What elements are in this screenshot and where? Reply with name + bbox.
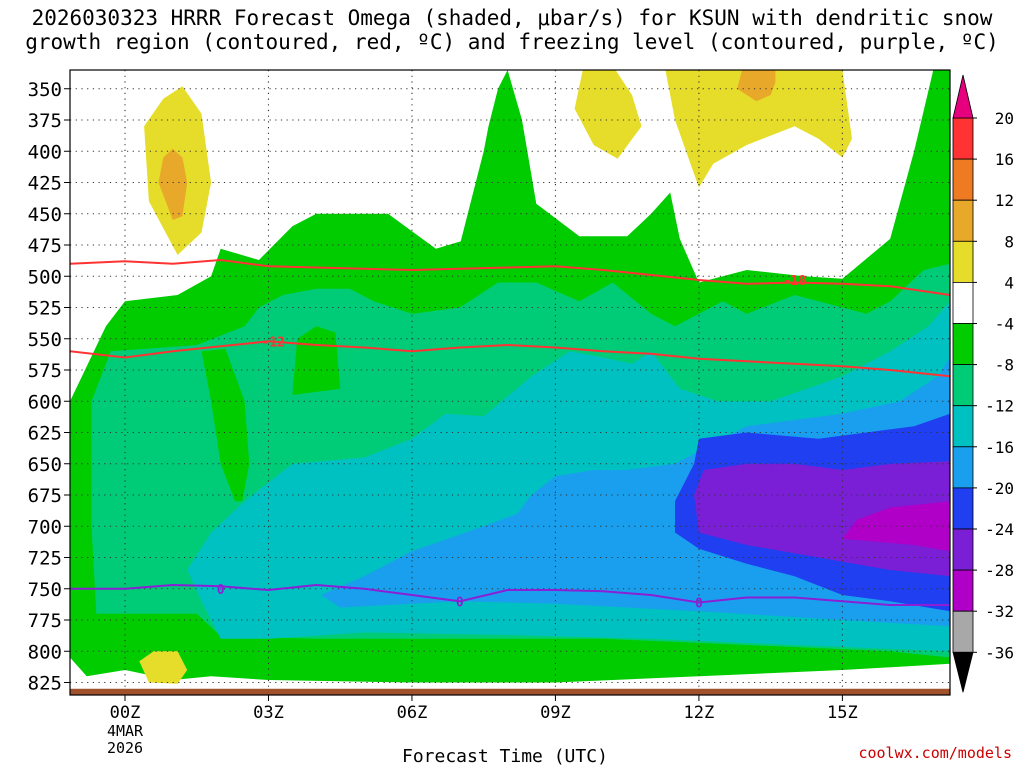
chart-title-line-1: 2026030323 HRRR Forecast Omega (shaded, … xyxy=(31,6,993,30)
x-tick-sublabel-0: 4MAR xyxy=(107,722,144,740)
contour-lines: -18 -12 0 0 0 xyxy=(70,258,950,612)
contour-label-0: -18 xyxy=(783,274,807,289)
omega-region-9 xyxy=(201,348,250,502)
colorbar-label-7: -12 xyxy=(985,397,1014,416)
contour-label-2: 0 xyxy=(217,583,225,598)
colorbar-band-3 xyxy=(952,240,974,283)
colorbar-label-2: 12 xyxy=(995,191,1014,210)
colorbar-label-8: -16 xyxy=(985,438,1014,457)
terrain xyxy=(70,688,950,695)
colorbar-band-1 xyxy=(952,158,974,201)
omega-region-3 xyxy=(665,70,852,188)
y-tick-label-750: 750 xyxy=(28,579,62,601)
plot-frame xyxy=(69,69,951,696)
y-tick-label-675: 675 xyxy=(28,485,62,507)
contour-label-extra-1: 0 xyxy=(695,597,703,612)
colorbar-label-0: 20 xyxy=(995,109,1014,128)
colorbar-label-9: -20 xyxy=(985,479,1014,498)
colorbar-label-11: -28 xyxy=(985,561,1014,580)
colorbar-band-7 xyxy=(952,405,974,448)
colorbar-label-13: -36 xyxy=(985,643,1014,662)
colorbar-band-5 xyxy=(952,323,974,365)
colorbar-label-5: -4 xyxy=(995,315,1014,334)
y-tick-label-625: 625 xyxy=(28,423,62,445)
y-tick-label-600: 600 xyxy=(28,391,62,413)
colorbar-band-8 xyxy=(952,446,974,489)
colorbar-label-12: -32 xyxy=(985,602,1014,621)
colorbar-band-0 xyxy=(952,117,974,160)
omega-region-14 xyxy=(842,501,950,552)
contour-line-0 xyxy=(70,258,950,296)
y-tick-label-400: 400 xyxy=(28,141,62,163)
terrain-surface xyxy=(70,688,950,695)
x-tick-label-03Z: 03Z xyxy=(253,703,284,723)
y-tick-label-825: 825 xyxy=(28,673,62,695)
colorbar-band-6 xyxy=(952,364,974,407)
colorbar-label-4: 4 xyxy=(1004,273,1014,292)
chart-title: 2026030323 HRRR Forecast Omega (shaded, … xyxy=(0,6,1024,54)
omega-region-4 xyxy=(139,651,188,684)
y-tick-label-500: 500 xyxy=(28,266,62,288)
colorbar-band-2 xyxy=(952,199,974,242)
x-tick-label-09Z: 09Z xyxy=(540,703,571,723)
x-axis-title: Forecast Time (UTC) xyxy=(402,746,608,767)
colorbar-arrow-bottom xyxy=(952,651,974,693)
colorbar-label-3: 8 xyxy=(1004,232,1014,251)
y-tick-label-800: 800 xyxy=(28,641,62,663)
y-axis: 350 375 400 425 450 475 500 525 550 575 600 625 650 6… xyxy=(28,79,70,695)
gridlines xyxy=(70,70,950,695)
y-tick-label-475: 475 xyxy=(28,235,62,257)
chart-title-line-2: growth region (contoured, red, ºC) and f… xyxy=(25,30,999,54)
x-tick-label-15Z: 15Z xyxy=(827,703,858,723)
colorbar-band-11 xyxy=(952,569,974,612)
omega-region-2 xyxy=(574,70,642,159)
contour-line-2 xyxy=(70,583,950,606)
colorbar: 20 16 12 8 4 -4 -8 -12 -16 -20 -24 -28 -32 -36 xyxy=(952,74,1014,693)
colorbar-label-10: -24 xyxy=(985,520,1014,539)
y-tick-label-350: 350 xyxy=(28,79,62,101)
y-tick-label-775: 775 xyxy=(28,610,62,632)
y-tick-label-575: 575 xyxy=(28,360,62,382)
colorbar-band-12 xyxy=(952,610,974,653)
omega-region-6 xyxy=(737,70,776,102)
x-tick-label-12Z: 12Z xyxy=(684,703,715,723)
x-tick-sublabel-1: 2026 xyxy=(107,739,143,757)
x-tick-label-06Z: 06Z xyxy=(397,703,428,723)
y-tick-label-700: 700 xyxy=(28,516,62,538)
contour-line-1 xyxy=(70,340,950,378)
y-tick-label-525: 525 xyxy=(28,298,62,320)
y-tick-label-650: 650 xyxy=(28,454,62,476)
colorbar-arrow-top xyxy=(952,74,974,119)
y-tick-label-425: 425 xyxy=(28,173,62,195)
y-tick-label-725: 725 xyxy=(28,548,62,570)
omega-shading xyxy=(70,70,950,684)
y-tick-label-450: 450 xyxy=(28,204,62,226)
colorbar-label-1: 16 xyxy=(995,150,1014,169)
omega-region-13 xyxy=(694,461,950,577)
colorbar-band-9 xyxy=(952,487,974,530)
colorbar-band-4 xyxy=(952,281,974,324)
x-tick-label-00Z: 00Z xyxy=(110,703,141,723)
y-tick-label-550: 550 xyxy=(28,329,62,351)
colorbar-band-10 xyxy=(952,528,974,571)
y-tick-label-375: 375 xyxy=(28,110,62,132)
colorbar-label-6: -8 xyxy=(995,356,1014,375)
omega-region-5 xyxy=(158,148,188,220)
contour-label-1: -12 xyxy=(262,335,285,350)
credit-link[interactable]: coolwx.com/models xyxy=(858,744,1012,762)
contour-label-extra-0: 0 xyxy=(456,595,464,610)
